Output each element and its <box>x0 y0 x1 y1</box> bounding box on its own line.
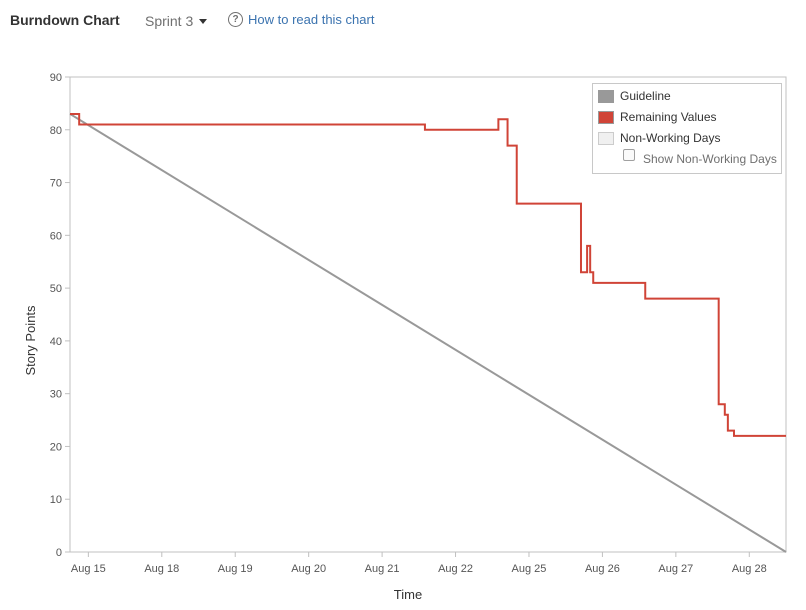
y-tick-label: 10 <box>50 494 62 506</box>
remaining-swatch <box>598 110 614 124</box>
remaining-values-line <box>70 112 786 437</box>
page-title: Burndown Chart <box>10 12 120 28</box>
x-tick-label: Aug 19 <box>218 563 253 575</box>
x-tick-label: Aug 26 <box>585 563 620 575</box>
legend-item-non-working[interactable]: Non-Working Days <box>598 131 720 145</box>
y-tick-label: 40 <box>50 336 62 348</box>
guideline-line <box>69 113 787 553</box>
y-tick-label: 80 <box>50 125 62 137</box>
sprint-selector[interactable]: Sprint 3 <box>145 13 208 29</box>
plot-frame <box>69 76 787 553</box>
x-tick-label: Aug 22 <box>438 563 473 575</box>
x-tick-label: Aug 25 <box>512 563 547 575</box>
legend-label-non-working: Non-Working Days <box>620 131 721 145</box>
chevron-down-icon <box>199 19 208 24</box>
y-tick-label: 90 <box>50 72 62 84</box>
chart-legend: Guideline Remaining Values Non-Working D… <box>592 83 782 174</box>
help-link-label: How to read this chart <box>248 12 375 27</box>
x-tick-label: Aug 18 <box>144 563 179 575</box>
sprint-selector-label: Sprint 3 <box>145 13 194 29</box>
legend-label-guideline: Guideline <box>620 89 671 103</box>
x-tick-label: Aug 20 <box>291 563 326 575</box>
legend-item-guideline[interactable]: Guideline <box>598 89 671 103</box>
x-axis-label: Time <box>394 587 422 602</box>
help-icon: ? <box>228 12 243 27</box>
non-working-swatch <box>598 131 614 145</box>
y-tick-label: 50 <box>50 283 62 295</box>
show-non-working-checkbox[interactable] <box>623 149 635 161</box>
guideline-swatch <box>598 89 614 103</box>
x-tick-label: Aug 21 <box>365 563 400 575</box>
show-non-working-label: Show Non-Working Days <box>643 152 777 166</box>
legend-label-remaining: Remaining Values <box>620 110 717 124</box>
legend-item-remaining[interactable]: Remaining Values <box>598 110 717 124</box>
y-tick-label: 30 <box>50 389 62 401</box>
chart-header: Burndown Chart Sprint 3 ? How to read th… <box>0 0 806 40</box>
y-tick-label: 0 <box>56 547 62 559</box>
x-tick-label: Aug 27 <box>658 563 693 575</box>
y-tick-label: 20 <box>50 441 62 453</box>
show-non-working-toggle[interactable]: Show Non-Working Days <box>623 149 777 166</box>
x-tick-label: Aug 15 <box>71 563 106 575</box>
help-link[interactable]: ? How to read this chart <box>228 12 374 27</box>
y-axis-label: Story Points <box>23 305 38 376</box>
y-tick-label: 60 <box>50 230 62 242</box>
y-tick-label: 70 <box>50 178 62 190</box>
x-tick-label: Aug 28 <box>732 563 767 575</box>
